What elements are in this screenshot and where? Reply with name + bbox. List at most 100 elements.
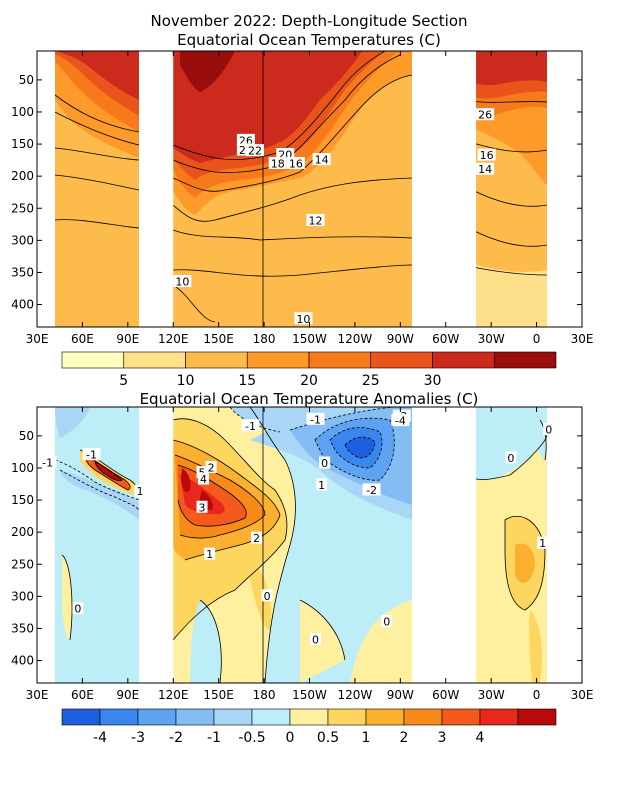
colorbar-label: 15	[238, 373, 256, 389]
colorbar-label: 2	[400, 730, 409, 746]
x-tick-label: 0	[533, 332, 541, 346]
contour-label: 12	[309, 215, 323, 228]
contour-label-bg	[505, 451, 517, 464]
colorbar-swatch	[61, 351, 125, 369]
contour-label-bg	[543, 423, 555, 436]
y-tick-label: 250	[11, 557, 34, 571]
contour-label: 4	[200, 473, 207, 486]
contour-label: 10	[296, 313, 310, 326]
colorbar-label: -2	[169, 730, 183, 746]
contour-label: 18	[271, 157, 285, 170]
x-tick-label: 120W	[338, 688, 373, 702]
x-tick-label: 120W	[338, 332, 373, 346]
colorbar: 5 10 15 20 25 30	[61, 351, 557, 389]
x-tick-label: 150W	[292, 332, 327, 346]
chart-title: Equatorial Ocean Temperature Anomalies (…	[140, 390, 479, 408]
x-tick-label: 60W	[432, 688, 459, 702]
contour-label-bg	[241, 419, 260, 432]
contour-label: 16	[480, 149, 494, 162]
colorbar-swatch	[175, 708, 215, 726]
contour-label-bg	[316, 478, 328, 491]
colorbar-swatch	[185, 351, 248, 369]
colorbar-swatch	[403, 708, 443, 726]
contour-label-bg	[476, 108, 495, 121]
contour-label: 0	[545, 424, 552, 437]
contour-label: -1	[310, 413, 321, 426]
y-tick-label: 50	[19, 73, 34, 87]
contour-label: 0	[383, 616, 390, 629]
contour-label-bg	[134, 484, 146, 497]
contour-label-bg	[173, 275, 192, 288]
contour-label-bg	[72, 602, 84, 615]
contour-label: 14	[478, 163, 492, 176]
x-tick-label: 30E	[571, 688, 594, 702]
temperature-section-chart: November 2022: Depth-Longitude Section E…	[11, 12, 593, 389]
colorbar-label: 4	[476, 730, 485, 746]
contour-label: 0	[74, 603, 81, 616]
contour-label: 10	[175, 276, 189, 289]
colorbar-swatch	[61, 708, 101, 726]
x-tick-label: 180	[253, 332, 276, 346]
y-tick-label: 300	[11, 233, 34, 247]
colorbar-swatch	[327, 708, 367, 726]
x-tick-label: 120E	[158, 688, 189, 702]
contour-label-bg	[476, 162, 495, 175]
x-tick-label: 150W	[292, 688, 327, 702]
contour-label-bg	[319, 456, 331, 469]
x-tick-label: 30E	[26, 332, 49, 346]
land-mask	[142, 51, 174, 327]
colorbar-label: -0.5	[238, 730, 265, 746]
colorbar-label: -4	[93, 730, 107, 746]
chart-title: November 2022: Depth-Longitude Section	[151, 12, 468, 30]
x-tick-label: 30E	[26, 688, 49, 702]
contour-label: 1	[318, 479, 325, 492]
y-tick-label: 150	[11, 493, 34, 507]
x-tick-label: 30W	[478, 688, 505, 702]
contour-label: -1	[42, 456, 53, 469]
x-tick-label: 30E	[571, 332, 594, 346]
contour-label-bg	[246, 144, 264, 157]
contour-label-bg	[236, 133, 255, 146]
x-tick-label: 150E	[203, 332, 234, 346]
colorbar-label: 10	[177, 373, 195, 389]
contour-label: 3	[199, 501, 206, 514]
contour-label: 1	[206, 548, 213, 561]
contour-label: 22	[248, 145, 262, 158]
x-tick-label: 90E	[116, 688, 139, 702]
axes: 30E 60E 90E 120E 150E 180 150W 120W 90W 60W 30W 0 30…	[11, 51, 593, 346]
x-tick-label: 90W	[387, 688, 414, 702]
colorbar-swatch	[251, 708, 291, 726]
chart-subtitle: Equatorial Ocean Temperatures (C)	[177, 31, 441, 49]
colorbar-label: 3	[438, 730, 447, 746]
colorbar-swatch	[479, 708, 519, 726]
colorbar-swatch	[137, 708, 177, 726]
y-tick-label: 350	[11, 265, 34, 279]
x-tick-label: 0	[533, 688, 541, 702]
y-tick-label: 200	[11, 169, 34, 183]
y-tick-label: 400	[11, 654, 34, 668]
y-tick-label: 250	[11, 201, 34, 215]
contour-label: 2	[208, 461, 215, 474]
axes: 30E 60E 90E 120E 150E 180 150W 120W 90W 60W 30W 0 30…	[11, 407, 593, 702]
contour-label-bg	[268, 156, 287, 169]
colorbar-swatch	[99, 708, 139, 726]
colorbar: -4 -3 -2 -1 -0.5 0 0.5 1 2 3 4	[61, 708, 557, 746]
land-mask	[423, 51, 477, 327]
land-mask	[423, 407, 477, 683]
contour-label-bg	[381, 615, 393, 628]
colorbar-swatch	[365, 708, 405, 726]
colorbar-label: -3	[131, 730, 145, 746]
land-mask	[142, 407, 174, 683]
x-tick-label: 60E	[71, 332, 94, 346]
colorbar-label: 5	[119, 373, 128, 389]
contour-label-bg	[537, 536, 549, 549]
contour-label: 0	[312, 633, 319, 646]
x-tick-label: 90W	[387, 332, 414, 346]
contour-label: 1	[539, 537, 546, 550]
contour-label-bg	[38, 455, 57, 468]
contour-label-bg	[82, 448, 101, 461]
colorbar-swatch	[432, 351, 495, 369]
y-tick-label: 100	[11, 105, 34, 119]
